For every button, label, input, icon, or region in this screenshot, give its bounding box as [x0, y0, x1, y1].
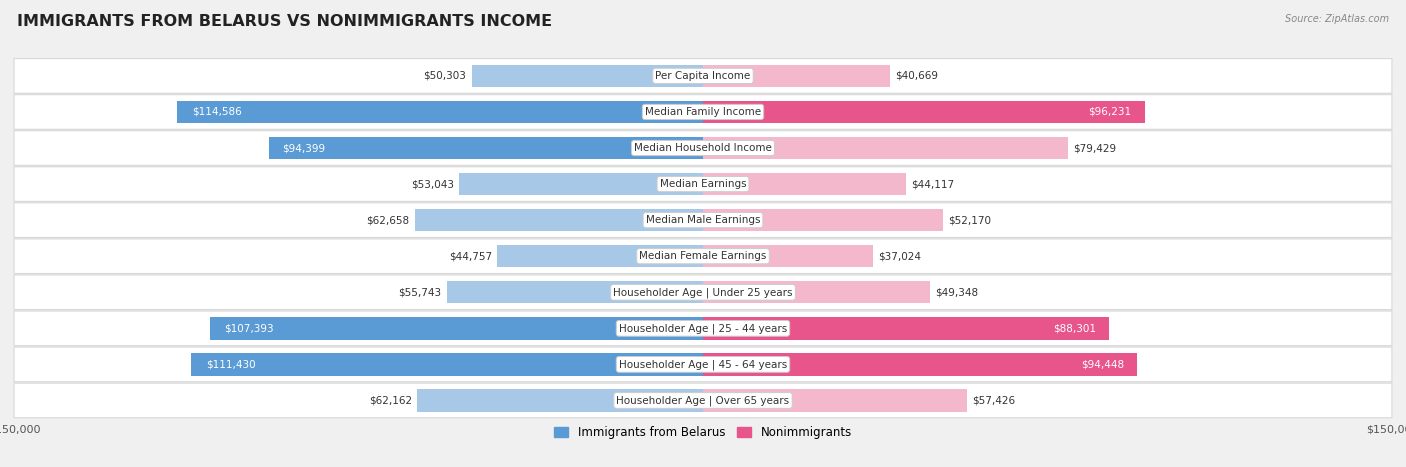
Text: $37,024: $37,024 [879, 251, 921, 261]
FancyBboxPatch shape [14, 383, 1392, 418]
Bar [270, 137, 703, 159]
Bar [703, 65, 890, 87]
FancyBboxPatch shape [14, 239, 1392, 274]
FancyBboxPatch shape [14, 203, 1392, 237]
Text: Householder Age | Under 25 years: Householder Age | Under 25 years [613, 287, 793, 297]
Bar [703, 317, 1108, 340]
Bar [703, 281, 929, 304]
Bar [191, 353, 703, 375]
Bar [415, 209, 703, 231]
Bar [703, 101, 1144, 123]
Bar [498, 245, 703, 268]
Bar [703, 353, 1137, 375]
FancyBboxPatch shape [14, 167, 1392, 201]
Text: $57,426: $57,426 [973, 396, 1015, 405]
Text: $52,170: $52,170 [948, 215, 991, 225]
Text: $114,586: $114,586 [193, 107, 242, 117]
FancyBboxPatch shape [14, 347, 1392, 382]
Bar [447, 281, 703, 304]
Bar [472, 65, 703, 87]
Text: Median Household Income: Median Household Income [634, 143, 772, 153]
Text: $49,348: $49,348 [935, 287, 979, 297]
Text: Median Family Income: Median Family Income [645, 107, 761, 117]
Text: $50,303: $50,303 [423, 71, 467, 81]
Bar [703, 173, 905, 195]
Legend: Immigrants from Belarus, Nonimmigrants: Immigrants from Belarus, Nonimmigrants [550, 421, 856, 444]
Text: $94,448: $94,448 [1081, 360, 1123, 369]
Text: $94,399: $94,399 [283, 143, 326, 153]
FancyBboxPatch shape [14, 58, 1392, 93]
Bar [418, 389, 703, 411]
Text: $55,743: $55,743 [398, 287, 441, 297]
Text: $44,117: $44,117 [911, 179, 955, 189]
Bar [703, 209, 942, 231]
Text: $53,043: $53,043 [411, 179, 454, 189]
Text: Householder Age | Over 65 years: Householder Age | Over 65 years [616, 395, 790, 406]
Bar [209, 317, 703, 340]
Text: Median Female Earnings: Median Female Earnings [640, 251, 766, 261]
Text: Householder Age | 25 - 44 years: Householder Age | 25 - 44 years [619, 323, 787, 333]
Bar [703, 137, 1067, 159]
Bar [460, 173, 703, 195]
Text: $62,162: $62,162 [368, 396, 412, 405]
FancyBboxPatch shape [14, 275, 1392, 310]
FancyBboxPatch shape [14, 131, 1392, 165]
Text: $96,231: $96,231 [1088, 107, 1132, 117]
Text: $62,658: $62,658 [367, 215, 409, 225]
Text: Per Capita Income: Per Capita Income [655, 71, 751, 81]
Text: $107,393: $107,393 [225, 323, 274, 333]
Text: Median Male Earnings: Median Male Earnings [645, 215, 761, 225]
Bar [703, 245, 873, 268]
Bar [703, 389, 967, 411]
Text: Source: ZipAtlas.com: Source: ZipAtlas.com [1285, 14, 1389, 24]
Text: $79,429: $79,429 [1073, 143, 1116, 153]
FancyBboxPatch shape [14, 95, 1392, 129]
Text: Median Earnings: Median Earnings [659, 179, 747, 189]
Text: $111,430: $111,430 [207, 360, 256, 369]
Text: $40,669: $40,669 [896, 71, 938, 81]
Text: $88,301: $88,301 [1053, 323, 1097, 333]
Text: $44,757: $44,757 [449, 251, 492, 261]
Text: IMMIGRANTS FROM BELARUS VS NONIMMIGRANTS INCOME: IMMIGRANTS FROM BELARUS VS NONIMMIGRANTS… [17, 14, 553, 29]
Bar [177, 101, 703, 123]
Text: Householder Age | 45 - 64 years: Householder Age | 45 - 64 years [619, 359, 787, 370]
FancyBboxPatch shape [14, 311, 1392, 346]
